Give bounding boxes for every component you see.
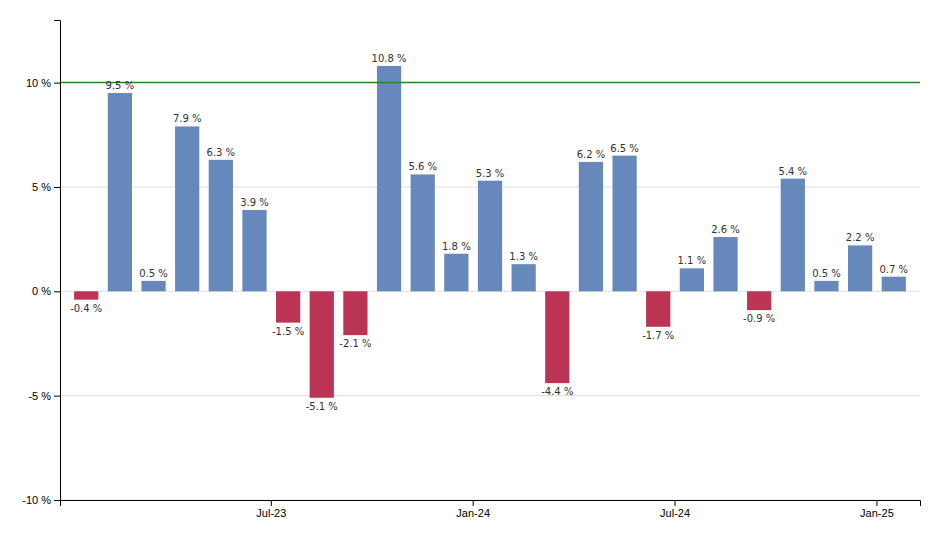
data-label: -4.4 % — [541, 386, 573, 397]
data-label: 5.4 % — [779, 166, 808, 177]
grid-line — [60, 82, 920, 83]
data-label: -0.4 % — [70, 303, 102, 314]
data-label: 0.7 % — [879, 264, 908, 275]
data-label: 6.2 % — [577, 149, 606, 160]
tick-mark — [54, 291, 60, 292]
tick-mark — [54, 187, 60, 188]
bar — [276, 291, 300, 322]
bar — [848, 245, 872, 291]
tick: -5 % — [28, 390, 60, 402]
bar — [579, 162, 603, 291]
data-label: 3.9 % — [240, 197, 269, 208]
tick: -10 % — [22, 494, 60, 506]
tick-mark — [271, 500, 272, 506]
data-label: 5.6 % — [408, 161, 437, 172]
bar — [310, 291, 334, 397]
data-label: -5.1 % — [306, 401, 338, 412]
bar — [882, 277, 906, 292]
tick: Jan-24 — [456, 500, 490, 519]
data-label: 1.3 % — [509, 251, 538, 262]
data-label: 10.8 % — [372, 53, 407, 64]
bar — [478, 181, 502, 292]
tick-label: 5 % — [32, 181, 51, 193]
tick-mark — [54, 500, 60, 501]
axis-line — [54, 21, 61, 501]
data-label: 2.6 % — [711, 224, 740, 235]
bar — [713, 237, 737, 291]
chart: -10 % -5 % 0 % 5 % 10 % Jul-23 Jan-24 Jul-24 Jan… — [0, 0, 940, 550]
data-labels: -0.4 % 9.5 % 0.5 % 7.9 % 6.3 % 3.9 % -1.5 % -5.… — [70, 53, 908, 412]
data-label: 5.3 % — [476, 168, 505, 179]
tick: Jul-24 — [660, 500, 690, 519]
bar — [680, 268, 704, 291]
bar — [545, 291, 569, 383]
bar — [411, 174, 435, 291]
data-label: 1.1 % — [678, 255, 707, 266]
tick-label: 10 % — [26, 77, 51, 89]
bar — [242, 210, 266, 291]
tick-label: 0 % — [32, 285, 51, 297]
tick-label: Jul-23 — [256, 507, 286, 519]
bar — [175, 126, 199, 291]
data-label: -0.9 % — [743, 313, 775, 324]
tick: Jul-23 — [256, 500, 286, 519]
tick-label: Jan-25 — [860, 507, 894, 519]
bar — [646, 291, 670, 326]
tick-label: Jul-24 — [660, 507, 690, 519]
reference-line — [60, 82, 920, 84]
data-label: 1.8 % — [442, 241, 471, 252]
bar — [377, 66, 401, 291]
data-label: 6.3 % — [207, 147, 236, 158]
data-label: 7.9 % — [173, 113, 202, 124]
tick: 10 % — [26, 77, 60, 89]
tick-mark — [675, 500, 676, 506]
tick: Jan-25 — [860, 500, 894, 519]
tick-mark — [54, 83, 60, 84]
tick-label: Jan-24 — [456, 507, 490, 519]
tick-mark — [473, 500, 474, 506]
plot: -10 % -5 % 0 % 5 % 10 % Jul-23 Jan-24 Jul-24 Jan… — [22, 21, 920, 519]
tick: 5 % — [32, 181, 60, 193]
y-axis: -10 % -5 % 0 % 5 % 10 % — [22, 21, 60, 507]
tick-mark — [54, 396, 60, 397]
bar — [444, 254, 468, 292]
data-label: 0.5 % — [812, 268, 841, 279]
bar — [612, 156, 636, 292]
marks — [60, 66, 920, 398]
axis-line — [61, 501, 921, 507]
bar — [814, 281, 838, 291]
tick-label: -5 % — [28, 390, 51, 402]
data-label: 9.5 % — [106, 80, 135, 91]
data-label: -2.1 % — [339, 338, 371, 349]
bar — [141, 281, 165, 291]
bar — [781, 179, 805, 292]
data-label: -1.5 % — [272, 326, 304, 337]
bar — [747, 291, 771, 310]
bar — [209, 160, 233, 291]
data-label: 2.2 % — [846, 232, 875, 243]
bar — [343, 291, 367, 335]
grid — [60, 83, 920, 500]
bar — [512, 264, 536, 291]
bar — [74, 291, 98, 299]
x-axis: Jul-23 Jan-24 Jul-24 Jan-25 — [61, 500, 921, 519]
tick-mark — [876, 500, 877, 506]
bar — [108, 93, 132, 291]
tick: 0 % — [32, 285, 60, 297]
grid-line — [60, 395, 920, 396]
data-label: 6.5 % — [610, 143, 639, 154]
data-label: -1.7 % — [642, 330, 674, 341]
data-label: 0.5 % — [139, 268, 168, 279]
tick-label: -10 % — [22, 494, 51, 506]
